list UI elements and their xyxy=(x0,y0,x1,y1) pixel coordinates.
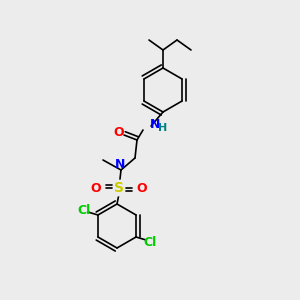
Text: H: H xyxy=(158,123,168,133)
Text: S: S xyxy=(114,181,124,195)
Text: O: O xyxy=(137,182,147,194)
Text: Cl: Cl xyxy=(77,205,91,218)
Text: Cl: Cl xyxy=(143,236,157,250)
Text: N: N xyxy=(150,118,160,130)
Text: O: O xyxy=(114,127,124,140)
Text: O: O xyxy=(91,182,101,194)
Text: N: N xyxy=(115,158,125,172)
